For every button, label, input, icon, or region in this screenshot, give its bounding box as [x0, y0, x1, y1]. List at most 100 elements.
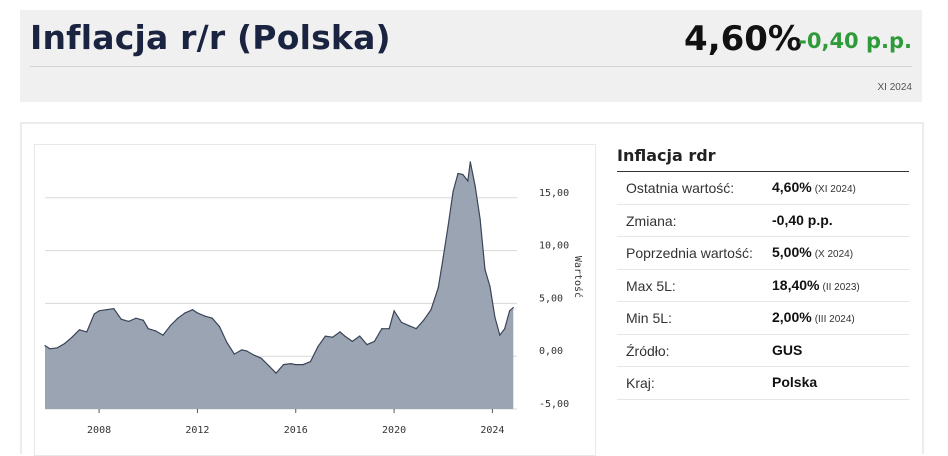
data-point: [169, 325, 171, 327]
row-value-text: GUS: [772, 341, 803, 358]
data-point: [509, 310, 511, 312]
data-point: [105, 309, 108, 311]
header-panel: Inflacja r/r (Polska) 4,60% -0,40 p.p. X…: [20, 10, 922, 102]
data-point: [49, 348, 51, 350]
data-point: [246, 350, 248, 352]
data-point: [302, 364, 304, 366]
table-row: Kraj: Polska: [617, 367, 909, 400]
row-date: (III 2024): [814, 314, 855, 325]
data-point: [393, 310, 395, 312]
data-point: [142, 319, 144, 321]
data-point: [437, 287, 439, 289]
data-point: [366, 344, 368, 346]
x-tick-label: 2020: [382, 425, 406, 436]
data-point: [78, 329, 80, 331]
chart-svg[interactable]: 15,00 10,00 5,00 0,00 -5,00 2008 2012 2016 2020 2…: [35, 145, 595, 455]
table-title: Inflacja rdr: [617, 146, 909, 172]
data-point: [93, 313, 95, 315]
data-point: [135, 317, 137, 319]
data-point: [317, 346, 319, 348]
row-value-text: Polska: [772, 374, 818, 390]
data-point: [339, 331, 341, 333]
data-point: [467, 180, 469, 182]
data-point: [512, 307, 514, 309]
row-label: Kraj:: [626, 375, 655, 391]
data-point: [64, 342, 66, 345]
data-point: [423, 319, 425, 321]
inflation-area: [45, 161, 514, 409]
data-point: [489, 285, 491, 288]
table-row: Max 5L: 18,40% (II 2023): [617, 270, 909, 302]
row-value-text: -0,40 p.p.: [772, 211, 833, 228]
data-point: [282, 364, 285, 366]
data-point: [253, 354, 255, 356]
data-point: [351, 340, 353, 342]
data-point: [324, 335, 326, 337]
header-divider: [30, 66, 912, 67]
row-value-text: 2,00%: [772, 309, 812, 325]
y-tick-label: 10,00: [539, 241, 569, 252]
data-point: [71, 336, 73, 338]
row-value: 2,00% (III 2024): [772, 309, 855, 325]
row-label: Ostatnia wartość:: [626, 180, 735, 196]
row-value-text: 18,40%: [772, 276, 820, 293]
row-label: Max 5L:: [626, 277, 676, 294]
summary-table: Inflacja rdr Ostatnia wartość: 4,60% (XI 2…: [617, 146, 909, 400]
data-point: [309, 360, 312, 363]
page-title: Inflacja r/r (Polska): [30, 18, 391, 57]
data-point: [260, 357, 262, 359]
data-point: [275, 372, 277, 374]
table-row: Min 5L: 2,00% (III 2024): [617, 302, 909, 335]
data-point: [196, 312, 198, 314]
data-point: [295, 364, 297, 366]
inflation-chart[interactable]: 15,00 10,00 5,00 0,00 -5,00 2008 2012 2016 2020 2…: [34, 144, 596, 456]
row-value: Polska: [772, 374, 820, 390]
data-point: [113, 308, 115, 310]
data-point: [44, 345, 46, 347]
period-label: XI 2024: [877, 82, 912, 93]
data-point: [408, 325, 410, 327]
y-axis-title: Wartość: [572, 256, 584, 298]
data-point: [469, 161, 471, 163]
row-label: Zmiana:: [626, 212, 677, 229]
data-point: [211, 317, 213, 319]
y-tick-label: 5,00: [539, 293, 563, 304]
data-point: [430, 309, 432, 311]
data-point: [494, 316, 496, 318]
data-point: [462, 174, 464, 176]
row-date: (XI 2024): [814, 184, 856, 195]
data-point: [290, 363, 292, 365]
data-point: [442, 256, 444, 258]
data-point: [147, 328, 149, 330]
data-point: [499, 334, 501, 336]
row-value: 18,40% (II 2023): [772, 277, 860, 293]
x-tick-label: 2008: [87, 425, 111, 436]
data-point: [56, 347, 58, 349]
data-point: [332, 336, 334, 338]
data-point: [86, 331, 88, 333]
row-label: Min 5L:: [626, 310, 672, 326]
data-point: [381, 328, 383, 330]
data-point: [233, 353, 235, 355]
table-row: Źródło: GUS: [617, 335, 909, 367]
data-point: [388, 328, 390, 330]
row-date: (X 2024): [814, 249, 854, 260]
row-label: Źródło:: [626, 342, 670, 359]
row-value: 5,00% (X 2024): [772, 244, 853, 260]
table-row: Poprzednia wartość: 5,00% (X 2024): [617, 237, 909, 270]
row-label: Poprzednia wartość:: [626, 245, 753, 261]
data-point: [204, 315, 206, 317]
row-value-text: 4,60%: [772, 179, 812, 195]
current-value: 4,60%: [684, 19, 802, 59]
row-value: -0,40 p.p.: [772, 212, 836, 228]
row-value: GUS: [772, 342, 805, 358]
y-tick-label: 0,00: [539, 346, 563, 357]
data-point: [98, 310, 100, 312]
y-tick-label: 15,00: [539, 188, 569, 199]
data-point: [177, 317, 179, 319]
data-point: [484, 269, 486, 271]
data-point: [359, 335, 361, 337]
data-point: [120, 318, 122, 320]
row-date: (II 2023): [822, 281, 860, 293]
y-tick-label: -5,00: [539, 399, 569, 410]
